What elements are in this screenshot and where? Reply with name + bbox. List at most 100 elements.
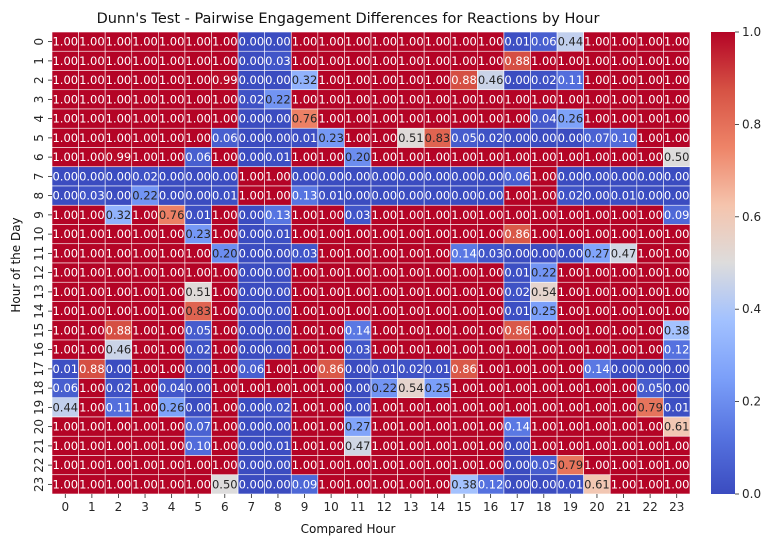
x-tick-label: 22 xyxy=(642,500,657,514)
cell-value-label: 0.06 xyxy=(239,362,265,376)
cell-value-label: 0.00 xyxy=(239,150,265,164)
cell-value-label: 0.00 xyxy=(265,73,291,87)
cell-value-label: 0.00 xyxy=(239,266,265,280)
cell-value-label: 1.00 xyxy=(637,131,663,145)
cell-value-label: 1.00 xyxy=(451,420,477,434)
cell-value-label: 1.00 xyxy=(318,381,344,395)
cell-value-label: 1.00 xyxy=(531,227,557,241)
cell-value-label: 0.00 xyxy=(265,131,291,145)
cell-value-label: 1.00 xyxy=(371,266,397,280)
cell-value-label: 0.06 xyxy=(504,169,530,183)
cell-value-label: 1.00 xyxy=(318,266,344,280)
cell-value-label: 0.00 xyxy=(265,477,291,491)
cell-value-label: 1.00 xyxy=(398,400,424,414)
cell-value-label: 1.00 xyxy=(132,285,158,299)
cell-value-label: 1.00 xyxy=(451,400,477,414)
cell-value-label: 1.00 xyxy=(52,343,78,357)
cell-value-label: 1.00 xyxy=(318,150,344,164)
cell-value-label: 1.00 xyxy=(531,400,557,414)
cell-value-label: 1.00 xyxy=(318,35,344,49)
colorbar-tick-label: 0.8 xyxy=(742,117,761,131)
cell-value-label: 0.25 xyxy=(425,381,451,395)
cell-value-label: 1.00 xyxy=(611,323,637,337)
cell-value-label: 0.44 xyxy=(52,400,78,414)
cell-value-label: 1.00 xyxy=(106,304,132,318)
y-tick-label: 4 xyxy=(32,115,46,123)
cell-value-label: 1.00 xyxy=(611,35,637,49)
cell-value-label: 0.00 xyxy=(664,381,690,395)
cell-value-label: 1.00 xyxy=(159,477,185,491)
cell-value-label: 1.00 xyxy=(425,73,451,87)
colorbar-tick-label: 0.0 xyxy=(742,487,761,501)
cell-value-label: 0.00 xyxy=(637,169,663,183)
cell-value-label: 1.00 xyxy=(212,381,238,395)
cell-value-label: 1.00 xyxy=(132,35,158,49)
cell-value-label: 1.00 xyxy=(132,112,158,126)
cell-value-label: 0.00 xyxy=(185,381,211,395)
cell-value-label: 1.00 xyxy=(52,35,78,49)
cell-value-label: 1.00 xyxy=(159,73,185,87)
cell-value-label: 0.00 xyxy=(106,169,132,183)
cell-value-label: 1.00 xyxy=(79,35,105,49)
cell-value-label: 1.00 xyxy=(265,362,291,376)
x-tick-label: 18 xyxy=(536,500,551,514)
cell-value-label: 1.00 xyxy=(345,92,371,106)
cell-value-label: 1.00 xyxy=(79,54,105,68)
cell-value-label: 1.00 xyxy=(398,54,424,68)
cell-value-label: 0.14 xyxy=(504,420,530,434)
cell-value-label: 1.00 xyxy=(52,208,78,222)
cell-value-label: 1.00 xyxy=(531,92,557,106)
cell-value-label: 1.00 xyxy=(504,343,530,357)
cell-value-label: 0.12 xyxy=(664,343,690,357)
cell-value-label: 0.00 xyxy=(239,477,265,491)
cell-value-label: 1.00 xyxy=(664,439,690,453)
cell-value-label: 1.00 xyxy=(159,266,185,280)
cell-value-label: 0.88 xyxy=(79,362,105,376)
y-tick-label: 21 xyxy=(32,438,46,453)
cell-value-label: 1.00 xyxy=(637,266,663,280)
cell-value-label: 1.00 xyxy=(504,189,530,203)
cell-value-label: 1.00 xyxy=(185,112,211,126)
cell-value-label: 1.00 xyxy=(79,458,105,472)
cell-value-label: 1.00 xyxy=(558,266,584,280)
cell-value-label: 0.02 xyxy=(558,189,584,203)
cell-value-label: 0.00 xyxy=(398,169,424,183)
cell-value-label: 0.00 xyxy=(52,169,78,183)
cell-value-label: 1.00 xyxy=(531,343,557,357)
cell-value-label: 0.00 xyxy=(531,131,557,145)
cell-value-label: 1.00 xyxy=(558,92,584,106)
cell-value-label: 0.00 xyxy=(318,169,344,183)
cell-value-label: 0.01 xyxy=(318,189,344,203)
colorbar-tick-label: 1.0 xyxy=(742,25,761,39)
cell-value-label: 0.22 xyxy=(132,189,158,203)
y-tick-label: 13 xyxy=(32,284,46,299)
cell-value-label: 1.00 xyxy=(132,54,158,68)
cell-value-label: 0.05 xyxy=(451,131,477,145)
cell-value-label: 0.00 xyxy=(239,54,265,68)
cell-value-label: 1.00 xyxy=(558,150,584,164)
cell-value-label: 1.00 xyxy=(318,73,344,87)
cell-value-label: 0.10 xyxy=(185,439,211,453)
cell-value-label: 1.00 xyxy=(239,189,265,203)
cell-value-label: 0.00 xyxy=(558,246,584,260)
cell-value-label: 0.01 xyxy=(558,477,584,491)
cell-value-label: 1.00 xyxy=(132,400,158,414)
cell-value-label: 0.00 xyxy=(664,189,690,203)
cell-value-label: 1.00 xyxy=(185,92,211,106)
y-tick-label: 9 xyxy=(32,211,46,219)
cell-value-label: 1.00 xyxy=(212,208,238,222)
cell-value-label: 1.00 xyxy=(611,266,637,280)
y-tick-label: 10 xyxy=(32,226,46,241)
cell-value-label: 0.00 xyxy=(185,169,211,183)
cell-value-label: 0.79 xyxy=(637,400,663,414)
cell-value-label: 1.00 xyxy=(239,169,265,183)
cell-value-label: 1.00 xyxy=(345,227,371,241)
cell-value-label: 1.00 xyxy=(664,246,690,260)
cell-value-label: 1.00 xyxy=(292,343,318,357)
cell-value-label: 0.00 xyxy=(504,73,530,87)
cell-value-label: 1.00 xyxy=(132,343,158,357)
cell-value-label: 0.00 xyxy=(584,189,610,203)
cell-value-label: 0.00 xyxy=(265,304,291,318)
cell-value-label: 0.00 xyxy=(239,323,265,337)
